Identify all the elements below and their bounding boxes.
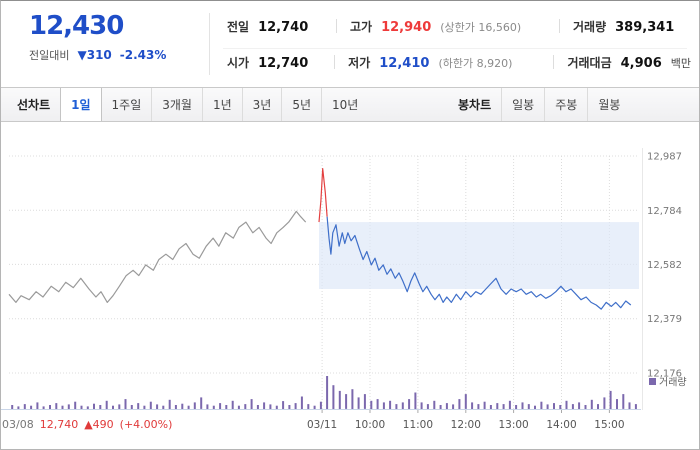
prev-day-change: ▲490 (84, 418, 114, 431)
tab-weekly-candle[interactable]: 주봉 (544, 88, 587, 121)
line-chart-group-title: 선차트 (17, 98, 51, 112)
price-line-03-11-spike (318, 167, 328, 223)
tab-3month[interactable]: 3개월 (151, 88, 202, 121)
volume-bars (11, 376, 637, 410)
tab-3year[interactable]: 3년 (241, 88, 282, 121)
svg-text:12,582: 12,582 (647, 260, 682, 271)
price-block: 12,430 전일대비 ▼310 -2.43% (29, 12, 166, 63)
tab-1day[interactable]: 1일 (60, 88, 102, 121)
candle-chart-group-title: 봉차트 (458, 98, 492, 112)
svg-text:15:00: 15:00 (594, 419, 624, 431)
stats-row-separator (223, 48, 687, 49)
svg-text:12,379: 12,379 (647, 314, 682, 325)
tab-1week[interactable]: 1주일 (111, 98, 142, 112)
svg-text:12:00: 12:00 (451, 419, 481, 431)
x-axis-labels: 03/11 10:00 11:00 12:00 13:00 14:00 15:00 (307, 410, 625, 431)
svg-text:03/11: 03/11 (307, 419, 337, 431)
chart-region: 12,987 12,784 12,582 12,379 12,176 03/11 10:00… (1, 122, 699, 449)
tab-5year[interactable]: 5년 (281, 88, 321, 121)
stat-value: 12,740 (258, 19, 309, 35)
stat-sub: (하한가 8,920) (438, 56, 513, 70)
stat-low: 저가 12,410 (하한가 8,920) (348, 54, 540, 71)
change-value: ▼310 (77, 47, 112, 62)
stat-label: 시가 (227, 55, 250, 70)
stat-label: 거래대금 (567, 55, 612, 70)
volume-legend-swatch (649, 378, 656, 385)
tab-10year[interactable]: 10년 (321, 88, 368, 121)
prev-day-summary: 03/08 12,740 ▲490 (+4.00%) (2, 418, 172, 431)
tab-daily-candle[interactable]: 일봉 (501, 88, 544, 121)
stats-row-bottom: 시가 12,740 저가 12,410 (하한가 8,920) 거래대금 4,9… (227, 45, 691, 79)
stat-high: 고가 12,940 (상한가 16,560) (350, 18, 546, 35)
stat-value: 12,410 (379, 55, 430, 71)
price-line-03-11 (326, 216, 632, 310)
stat-value: 12,940 (381, 19, 432, 35)
volume-legend: 거래량 (649, 377, 687, 389)
tab-1year[interactable]: 1년 (201, 88, 242, 121)
current-price: 12,430 (29, 11, 124, 41)
stat-label: 저가 (348, 55, 371, 70)
change-row: 전일대비 ▼310 -2.43% (29, 47, 166, 63)
header-divider (209, 13, 210, 75)
cell-separator (334, 55, 336, 69)
stats-row-top: 전일 12,740 고가 12,940 (상한가 16,560) 거래량 389… (227, 9, 691, 43)
stat-open: 시가 12,740 (227, 54, 321, 71)
stat-volume: 거래량 389,341 (573, 18, 674, 35)
stats-grid: 전일 12,740 고가 12,940 (상한가 16,560) 거래량 389… (227, 9, 691, 79)
cell-separator (553, 55, 555, 69)
y-axis-labels: 12,987 12,784 12,582 12,379 12,176 (647, 152, 682, 380)
stat-value: 389,341 (615, 19, 675, 35)
stat-label: 거래량 (573, 19, 607, 34)
change-label: 전일대비 (29, 48, 70, 62)
svg-text:12,987: 12,987 (647, 152, 682, 163)
cell-separator (336, 19, 337, 33)
change-percent: -2.43% (119, 47, 167, 62)
svg-text:12,784: 12,784 (647, 206, 682, 217)
prev-day-close: 12,740 (39, 418, 79, 431)
tab-monthly-candle[interactable]: 월봉 (587, 88, 630, 121)
stat-unit: 백만 (670, 56, 691, 70)
svg-text:13:00: 13:00 (498, 419, 528, 431)
price-line-03-08 (8, 210, 307, 303)
prev-day-date: 03/08 (2, 418, 34, 431)
stat-value: 4,906 (620, 55, 662, 71)
stat-value: 12,740 (258, 55, 309, 71)
prev-day-pct: (+4.00%) (119, 418, 173, 431)
price-chart[interactable]: 12,987 12,784 12,582 12,379 12,176 03/11 10:00… (1, 122, 699, 449)
price-header: 12,430 전일대비 ▼310 -2.43% 전일 12,740 고가 12,… (1, 1, 699, 87)
svg-text:12,176: 12,176 (647, 369, 682, 380)
chart-tabbar: 선차트 1일 1주일 3개월 1년 3년 5년 10년 봉차트 일봉 주봉 월봉 (1, 87, 699, 122)
stat-prev-close: 전일 12,740 (227, 18, 323, 35)
svg-text:11:00: 11:00 (403, 419, 433, 431)
svg-text:10:00: 10:00 (355, 419, 385, 431)
volume-legend-label: 거래량 (659, 377, 687, 389)
shaded-range (319, 222, 639, 289)
stat-label: 전일 (227, 19, 250, 34)
stat-trade-value: 거래대금 4,906 백만 (567, 54, 691, 71)
svg-text:14:00: 14:00 (546, 419, 576, 431)
cell-separator (559, 19, 560, 33)
candle-chart-group: 봉차트 일봉 주봉 월봉 (448, 88, 630, 121)
stat-label: 고가 (350, 19, 373, 34)
stat-sub: (상한가 16,560) (440, 20, 522, 34)
